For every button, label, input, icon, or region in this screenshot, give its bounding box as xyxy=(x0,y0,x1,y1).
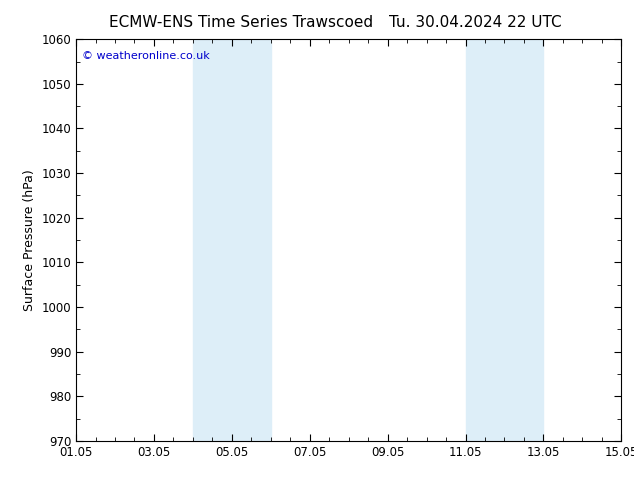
Text: Tu. 30.04.2024 22 UTC: Tu. 30.04.2024 22 UTC xyxy=(389,15,562,30)
Text: © weatheronline.co.uk: © weatheronline.co.uk xyxy=(82,51,209,61)
Bar xyxy=(465,39,543,441)
Y-axis label: Surface Pressure (hPa): Surface Pressure (hPa) xyxy=(23,169,36,311)
Text: ECMW-ENS Time Series Trawscoed: ECMW-ENS Time Series Trawscoed xyxy=(109,15,373,30)
Bar xyxy=(193,39,271,441)
